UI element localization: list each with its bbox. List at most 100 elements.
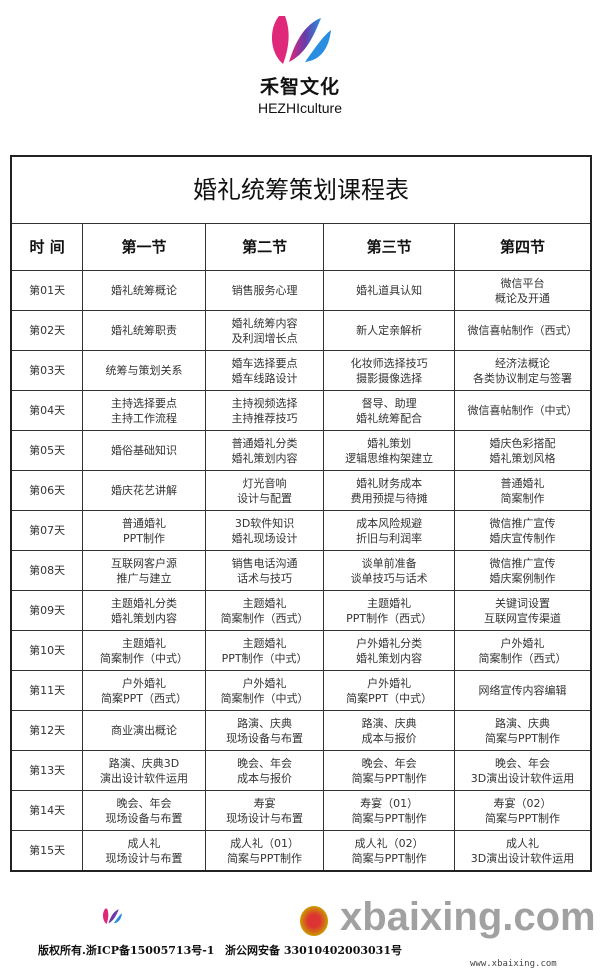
column-header: 第三节	[323, 223, 455, 271]
day-cell: 第06天	[10, 470, 84, 511]
day-cell: 第02天	[10, 310, 84, 351]
table-header-row: 时 间第一节 第二节 第三节 第四节	[10, 223, 592, 271]
column-header: 第四节	[453, 223, 592, 271]
lesson-cell: 销售电话沟通 话术与技巧	[204, 550, 325, 591]
watermark-url: www.xbaixing.com	[470, 959, 557, 969]
lesson-cell: 微信推广宣传 婚庆案例制作	[453, 550, 592, 591]
lesson-cell: 微信喜帖制作（中式）	[453, 390, 592, 431]
day-cell: 第13天	[10, 750, 84, 791]
lesson-cell: 商业演出概论	[82, 710, 206, 751]
lesson-cell: 主题婚礼 简案制作（中式）	[82, 630, 206, 671]
day-cell: 第14天	[10, 790, 84, 831]
lesson-cell: 成人礼（01） 简案与PPT制作	[204, 830, 325, 872]
brand-name-en: HEZHIculture	[257, 100, 343, 116]
table-row: 第08天 互联网客户源 推广与建立 销售电话沟通 话术与技巧 谈单前准备 谈单技巧与话…	[10, 550, 592, 591]
lesson-cell: 成人礼 3D演出设计软件运用	[453, 830, 592, 872]
lesson-cell: 婚礼策划 逻辑思维构架建立	[323, 430, 455, 471]
day-cell: 第09天	[10, 590, 84, 631]
day-cell: 第03天	[10, 350, 84, 391]
lesson-cell: 网络宣传内容编辑	[453, 670, 592, 711]
table-row: 第04天 主持选择要点 主持工作流程 主持视频选择 主持推荐技巧 督导、助理 婚礼统筹…	[10, 390, 592, 431]
lesson-cell: 化妆师选择技巧 摄影摄像选择	[323, 350, 455, 391]
table-row: 第13天 路演、庆典3D 演出设计软件运用 晚会、年会 成本与报价 晚会、年会 简案与…	[10, 750, 592, 791]
lesson-cell: 寿宴（02） 简案与PPT制作	[453, 790, 592, 831]
lesson-cell: 主题婚礼 PPT制作（西式）	[323, 590, 455, 631]
table-row: 第01天 婚礼统筹概论 销售服务心理 婚礼道具认知 微信平台 概论及开通	[10, 270, 592, 311]
table-row: 第02天 婚礼统筹职责 婚礼统筹内容 及利润增长点 新人定亲解析 微信喜帖制作（西式）	[10, 310, 592, 351]
lesson-cell: 婚车选择要点 婚车线路设计	[204, 350, 325, 391]
lesson-cell: 督导、助理 婚礼统筹配合	[323, 390, 455, 431]
lesson-cell: 成人礼（02） 简案与PPT制作	[323, 830, 455, 872]
table-row: 第06天 婚庆花艺讲解 灯光音响 设计与配置 婚礼财务成本 费用预提与待摊 普通婚礼 简…	[10, 470, 592, 511]
lesson-cell: 普通婚礼 PPT制作	[82, 510, 206, 551]
brand-logo: 禾智文化 HEZHIculture	[0, 8, 600, 116]
police-record: 浙公网安备 33010402003031号	[225, 944, 402, 957]
lesson-cell: 晚会、年会 简案与PPT制作	[323, 750, 455, 791]
lesson-cell: 成人礼 现场设计与布置	[82, 830, 206, 872]
lesson-cell: 婚礼财务成本 费用预提与待摊	[323, 470, 455, 511]
table-row: 第07天 普通婚礼 PPT制作 3D软件知识 婚礼现场设计 成本风险规避 折旧与利润率…	[10, 510, 592, 551]
footer-logo-icon	[102, 908, 122, 925]
lesson-cell: 微信推广宣传 婚庆宣传制作	[453, 510, 592, 551]
lesson-cell: 晚会、年会 3D演出设计软件运用	[453, 750, 592, 791]
lesson-cell: 普通婚礼分类 婚礼策划内容	[204, 430, 325, 471]
lesson-cell: 婚庆花艺讲解	[82, 470, 206, 511]
lesson-cell: 寿宴 现场设计与布置	[204, 790, 325, 831]
column-header: 第一节	[82, 223, 206, 271]
lesson-cell: 主题婚礼 PPT制作（中式）	[204, 630, 325, 671]
lesson-cell: 户外婚礼 简案PPT（中式）	[323, 670, 455, 711]
lesson-cell: 婚礼道具认知	[323, 270, 455, 311]
table-row: 第03天 统筹与策划关系 婚车选择要点 婚车线路设计 化妆师选择技巧 摄影摄像选择 经济…	[10, 350, 592, 391]
day-cell: 第15天	[10, 830, 84, 872]
column-header: 时 间	[10, 223, 84, 271]
lesson-cell: 婚庆色彩搭配 婚礼策划风格	[453, 430, 592, 471]
table-row: 第15天 成人礼 现场设计与布置 成人礼（01） 简案与PPT制作 成人礼（02） 简…	[10, 830, 592, 872]
day-cell: 第10天	[10, 630, 84, 671]
day-cell: 第01天	[10, 270, 84, 311]
table-row: 第14天 晚会、年会 现场设备与布置 寿宴 现场设计与布置 寿宴（01） 简案与PPT…	[10, 790, 592, 831]
lesson-cell: 婚礼统筹内容 及利润增长点	[204, 310, 325, 351]
lesson-cell: 路演、庆典 现场设备与布置	[204, 710, 325, 751]
course-schedule-table: 婚礼统筹策划课程表 时 间第一节 第二节 第三节 第四节 第01天 婚礼统筹概论 销售服务…	[10, 155, 592, 872]
day-cell: 第08天	[10, 550, 84, 591]
table-row: 第10天 主题婚礼 简案制作（中式） 主题婚礼 PPT制作（中式） 户外婚礼分类 婚礼…	[10, 630, 592, 671]
day-cell: 第11天	[10, 670, 84, 711]
lesson-cell: 3D软件知识 婚礼现场设计	[204, 510, 325, 551]
footer: 版权所有.浙ICP备15005713号-1 浙公网安备 330104020030…	[0, 896, 600, 972]
lesson-cell: 微信平台 概论及开通	[453, 270, 592, 311]
lesson-cell: 晚会、年会 成本与报价	[204, 750, 325, 791]
lesson-cell: 主题婚礼分类 婚礼策划内容	[82, 590, 206, 631]
lesson-cell: 路演、庆典 简案与PPT制作	[453, 710, 592, 751]
logo-mark-icon	[271, 16, 331, 64]
lesson-cell: 主题婚礼 简案制作（西式）	[204, 590, 325, 631]
lesson-cell: 户外婚礼 简案制作（西式）	[453, 630, 592, 671]
watermark: xbaixing.com	[340, 895, 596, 939]
lesson-cell: 婚俗基础知识	[82, 430, 206, 471]
column-header: 第二节	[204, 223, 325, 271]
brand-name-cn: 禾智文化	[259, 76, 340, 98]
lesson-cell: 互联网客户源 推广与建立	[82, 550, 206, 591]
lesson-cell: 婚礼统筹职责	[82, 310, 206, 351]
lesson-cell: 路演、庆典3D 演出设计软件运用	[82, 750, 206, 791]
table-row: 第09天 主题婚礼分类 婚礼策划内容 主题婚礼 简案制作（西式） 主题婚礼 PPT制作…	[10, 590, 592, 631]
lesson-cell: 婚礼统筹概论	[82, 270, 206, 311]
day-cell: 第07天	[10, 510, 84, 551]
lesson-cell: 销售服务心理	[204, 270, 325, 311]
lesson-cell: 晚会、年会 现场设备与布置	[82, 790, 206, 831]
police-badge-icon	[300, 906, 328, 936]
lesson-cell: 经济法概论 各类协议制定与签署	[453, 350, 592, 391]
lesson-cell: 成本风险规避 折旧与利润率	[323, 510, 455, 551]
table-row: 第12天 商业演出概论 路演、庆典 现场设备与布置 路演、庆典 成本与报价 路演、庆典 …	[10, 710, 592, 751]
lesson-cell: 寿宴（01） 简案与PPT制作	[323, 790, 455, 831]
lesson-cell: 灯光音响 设计与配置	[204, 470, 325, 511]
table-row: 第11天 户外婚礼 简案PPT（西式） 户外婚礼 简案制作（中式） 户外婚礼 简案PP…	[10, 670, 592, 711]
table-title: 婚礼统筹策划课程表	[10, 155, 592, 224]
copyright-icp: 版权所有.浙ICP备15005713号-1	[38, 944, 215, 957]
lesson-cell: 微信喜帖制作（西式）	[453, 310, 592, 351]
lesson-cell: 关键词设置 互联网宣传渠道	[453, 590, 592, 631]
lesson-cell: 普通婚礼 简案制作	[453, 470, 592, 511]
lesson-cell: 户外婚礼 简案PPT（西式）	[82, 670, 206, 711]
lesson-cell: 统筹与策划关系	[82, 350, 206, 391]
day-cell: 第12天	[10, 710, 84, 751]
lesson-cell: 路演、庆典 成本与报价	[323, 710, 455, 751]
